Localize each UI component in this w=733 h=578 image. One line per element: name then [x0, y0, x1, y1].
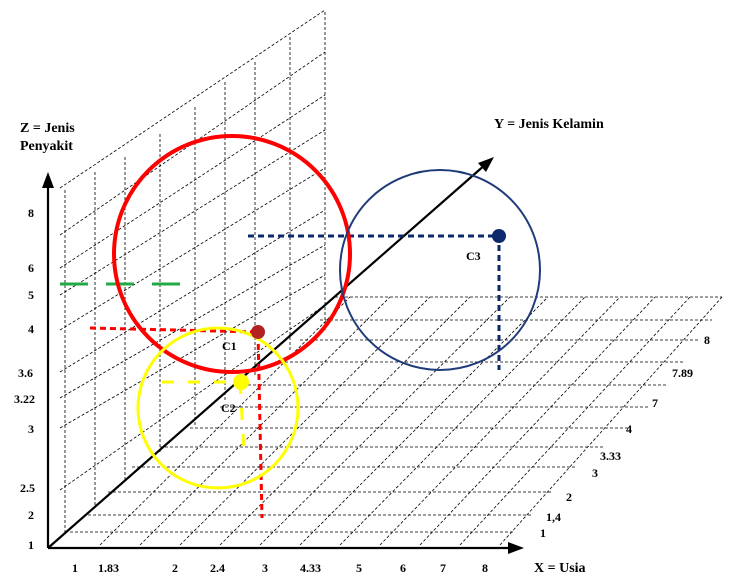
z-axis-ticks: 1 2 2.5 3 3.22 3.6 4 5 6 8: [14, 206, 35, 552]
back-wall-grid: [59, 9, 326, 533]
c1-label: C1: [222, 339, 237, 353]
c2-cluster-circle: [136, 326, 300, 490]
z-tick: 3.22: [14, 392, 35, 406]
y-tick: 4: [626, 422, 632, 436]
c2-label: C2: [221, 401, 236, 415]
x-axis-ticks: 1 1.83 2 2.4 3 4.33 5 6 7 8: [72, 561, 488, 575]
c2-point: [233, 374, 249, 390]
y-axis-title: Y = Jenis Kelamin: [494, 117, 604, 132]
x-axis-arrow: [508, 542, 524, 554]
z-axis-title-line2: Penyakit: [20, 139, 73, 154]
x-tick: 2.4: [210, 561, 225, 575]
z-tick: 6: [28, 261, 34, 275]
z-tick: 8: [28, 206, 34, 220]
y-axis: [47, 163, 487, 549]
c3-label: C3: [466, 249, 481, 263]
y-axis-arrow: [478, 157, 494, 172]
z-tick: 3.6: [18, 366, 33, 380]
x-tick: 3: [262, 561, 268, 575]
c3-point: [492, 229, 506, 243]
z-tick: 2.5: [20, 481, 35, 495]
x-tick: 4.33: [300, 561, 321, 575]
centroid-guides: [60, 234, 501, 519]
x-axis-title: X = Usia: [534, 561, 586, 576]
z-tick: 1: [28, 538, 34, 552]
x-tick: 5: [356, 561, 362, 575]
y-tick: 1,4: [546, 510, 561, 524]
z-tick: 4: [28, 322, 34, 336]
y-tick: 1: [540, 526, 546, 540]
x-tick: 1.83: [98, 561, 119, 575]
x-tick: 7: [440, 561, 446, 575]
z-axis-title-line1: Z = Jenis: [20, 121, 75, 136]
z-tick: 5: [28, 288, 34, 302]
y-axis-ticks: 1 1,4 2 3 3.33 4 7 7.89 8: [540, 333, 710, 540]
y-tick: 7.89: [672, 366, 693, 380]
axes: [42, 157, 524, 554]
y-tick: 3: [592, 466, 598, 480]
x-tick: 1: [72, 561, 78, 575]
c1-cluster-circle: [112, 134, 352, 374]
c1-point: [251, 325, 265, 339]
z-tick: 3: [28, 422, 34, 436]
y-tick: 7: [652, 396, 658, 410]
y-tick: 3.33: [600, 449, 621, 463]
z-tick: 2: [28, 508, 34, 522]
x-tick: 6: [400, 561, 406, 575]
x-tick: 8: [482, 561, 488, 575]
x-tick: 2: [172, 561, 178, 575]
y-tick: 8: [704, 333, 710, 347]
floor-grid: [70, 296, 723, 546]
c3-cluster-circle: [339, 169, 541, 371]
y-tick: 2: [566, 490, 572, 504]
z-axis-arrow: [42, 172, 54, 188]
